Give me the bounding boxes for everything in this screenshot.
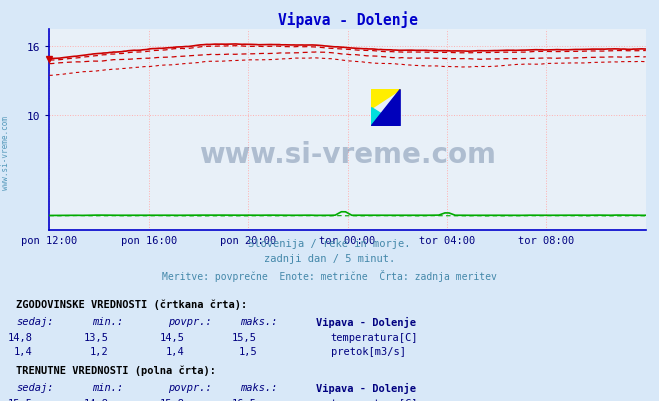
Text: Vipava - Dolenje: Vipava - Dolenje xyxy=(316,316,416,328)
Polygon shape xyxy=(372,90,400,108)
Text: Meritve: povprečne  Enote: metrične  Črta: zadnja meritev: Meritve: povprečne Enote: metrične Črta:… xyxy=(162,269,497,281)
Text: zadnji dan / 5 minut.: zadnji dan / 5 minut. xyxy=(264,254,395,264)
Text: 15,5: 15,5 xyxy=(8,398,33,401)
Text: ZGODOVINSKE VREDNOSTI (črtkana črta):: ZGODOVINSKE VREDNOSTI (črtkana črta): xyxy=(16,299,248,309)
Text: 15,5: 15,5 xyxy=(232,332,257,342)
Text: 1,4: 1,4 xyxy=(14,346,33,356)
Text: 1,4: 1,4 xyxy=(166,346,185,356)
Text: 1,2: 1,2 xyxy=(90,346,109,356)
Text: temperatura[C]: temperatura[C] xyxy=(331,332,418,342)
Text: Slovenija / reke in morje.: Slovenija / reke in morje. xyxy=(248,239,411,249)
Text: 1,5: 1,5 xyxy=(239,346,257,356)
Text: maks.:: maks.: xyxy=(241,382,278,392)
Text: min.:: min.: xyxy=(92,316,123,326)
Text: www.si-vreme.com: www.si-vreme.com xyxy=(199,140,496,168)
Text: 14,8: 14,8 xyxy=(8,332,33,342)
Text: 16,5: 16,5 xyxy=(232,398,257,401)
Text: Vipava - Dolenje: Vipava - Dolenje xyxy=(316,382,416,393)
Polygon shape xyxy=(372,90,400,126)
Text: 13,5: 13,5 xyxy=(84,332,109,342)
Title: Vipava - Dolenje: Vipava - Dolenje xyxy=(277,11,418,28)
Text: povpr.:: povpr.: xyxy=(168,382,212,392)
Text: 14,5: 14,5 xyxy=(159,332,185,342)
Text: temperatura[C]: temperatura[C] xyxy=(331,398,418,401)
Text: min.:: min.: xyxy=(92,382,123,392)
Text: povpr.:: povpr.: xyxy=(168,316,212,326)
Text: 14,8: 14,8 xyxy=(84,398,109,401)
Text: sedaj:: sedaj: xyxy=(16,316,54,326)
Polygon shape xyxy=(372,108,400,126)
Text: maks.:: maks.: xyxy=(241,316,278,326)
Text: www.si-vreme.com: www.si-vreme.com xyxy=(1,115,10,189)
Text: pretok[m3/s]: pretok[m3/s] xyxy=(331,346,406,356)
Text: TRENUTNE VREDNOSTI (polna črta):: TRENUTNE VREDNOSTI (polna črta): xyxy=(16,365,216,375)
Text: sedaj:: sedaj: xyxy=(16,382,54,392)
Text: 15,8: 15,8 xyxy=(159,398,185,401)
